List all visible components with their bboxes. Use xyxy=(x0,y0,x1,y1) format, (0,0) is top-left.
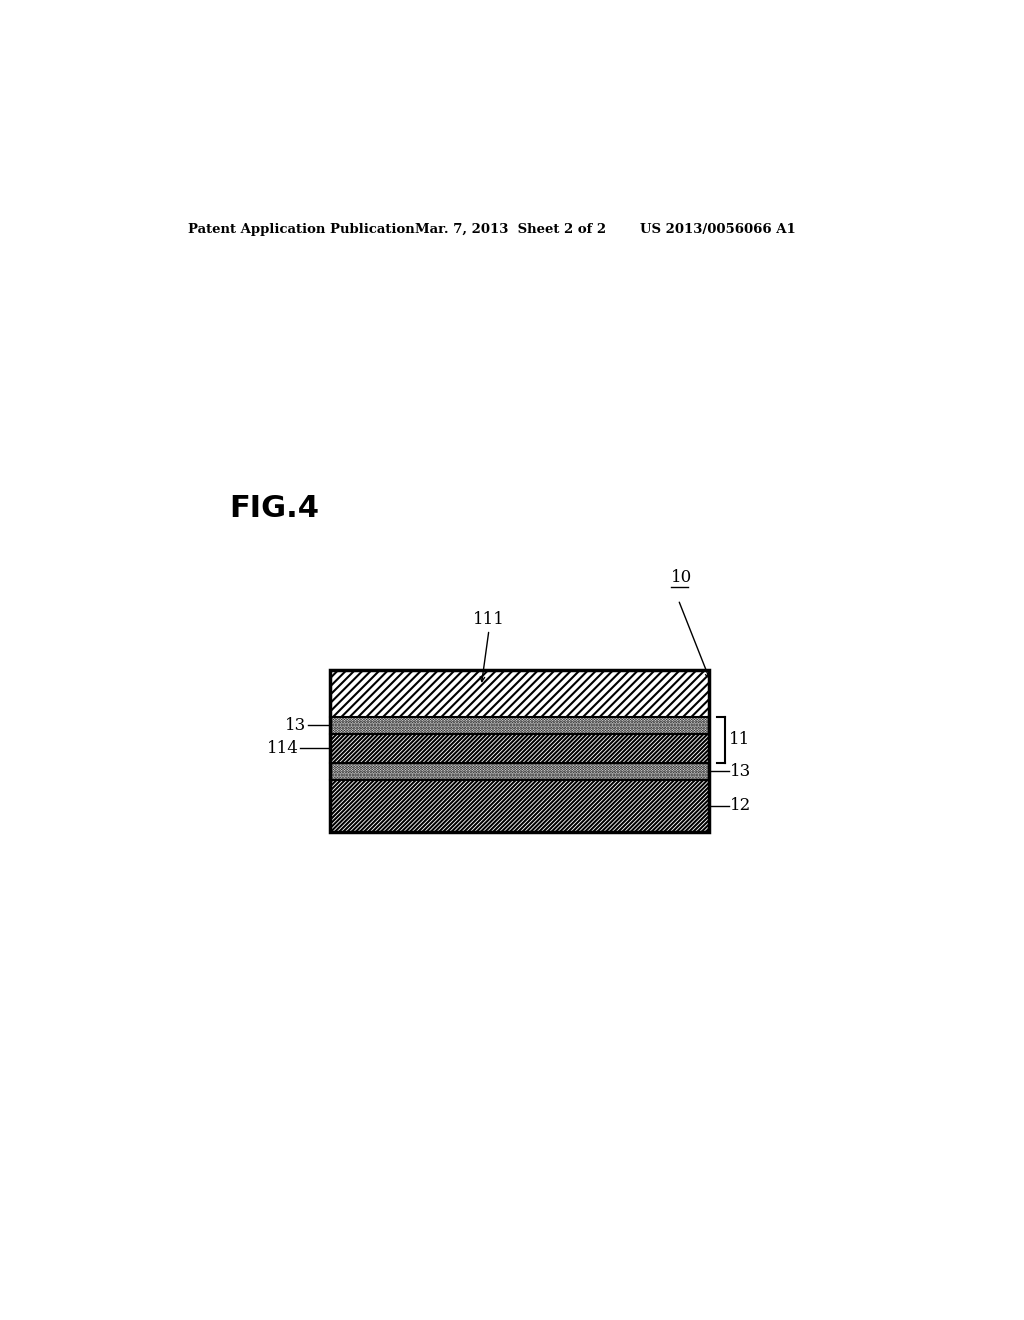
Text: Mar. 7, 2013  Sheet 2 of 2: Mar. 7, 2013 Sheet 2 of 2 xyxy=(415,223,606,236)
Text: 13: 13 xyxy=(730,763,752,780)
Bar xyxy=(330,671,710,717)
Text: 12: 12 xyxy=(730,797,752,814)
Text: 111: 111 xyxy=(473,611,505,628)
Bar xyxy=(330,717,710,734)
Bar xyxy=(330,780,710,832)
Text: 13: 13 xyxy=(285,717,306,734)
Bar xyxy=(330,780,710,832)
Bar xyxy=(330,734,710,763)
Text: 114: 114 xyxy=(266,739,299,756)
Bar xyxy=(330,734,710,763)
Bar xyxy=(330,717,710,734)
Text: Patent Application Publication: Patent Application Publication xyxy=(188,223,415,236)
Bar xyxy=(330,671,710,832)
Text: 11: 11 xyxy=(729,731,751,748)
Text: FIG.4: FIG.4 xyxy=(228,494,318,523)
Bar xyxy=(330,763,710,780)
Bar xyxy=(330,763,710,780)
Bar xyxy=(330,671,710,717)
Text: US 2013/0056066 A1: US 2013/0056066 A1 xyxy=(640,223,796,236)
Text: 10: 10 xyxy=(671,569,692,586)
